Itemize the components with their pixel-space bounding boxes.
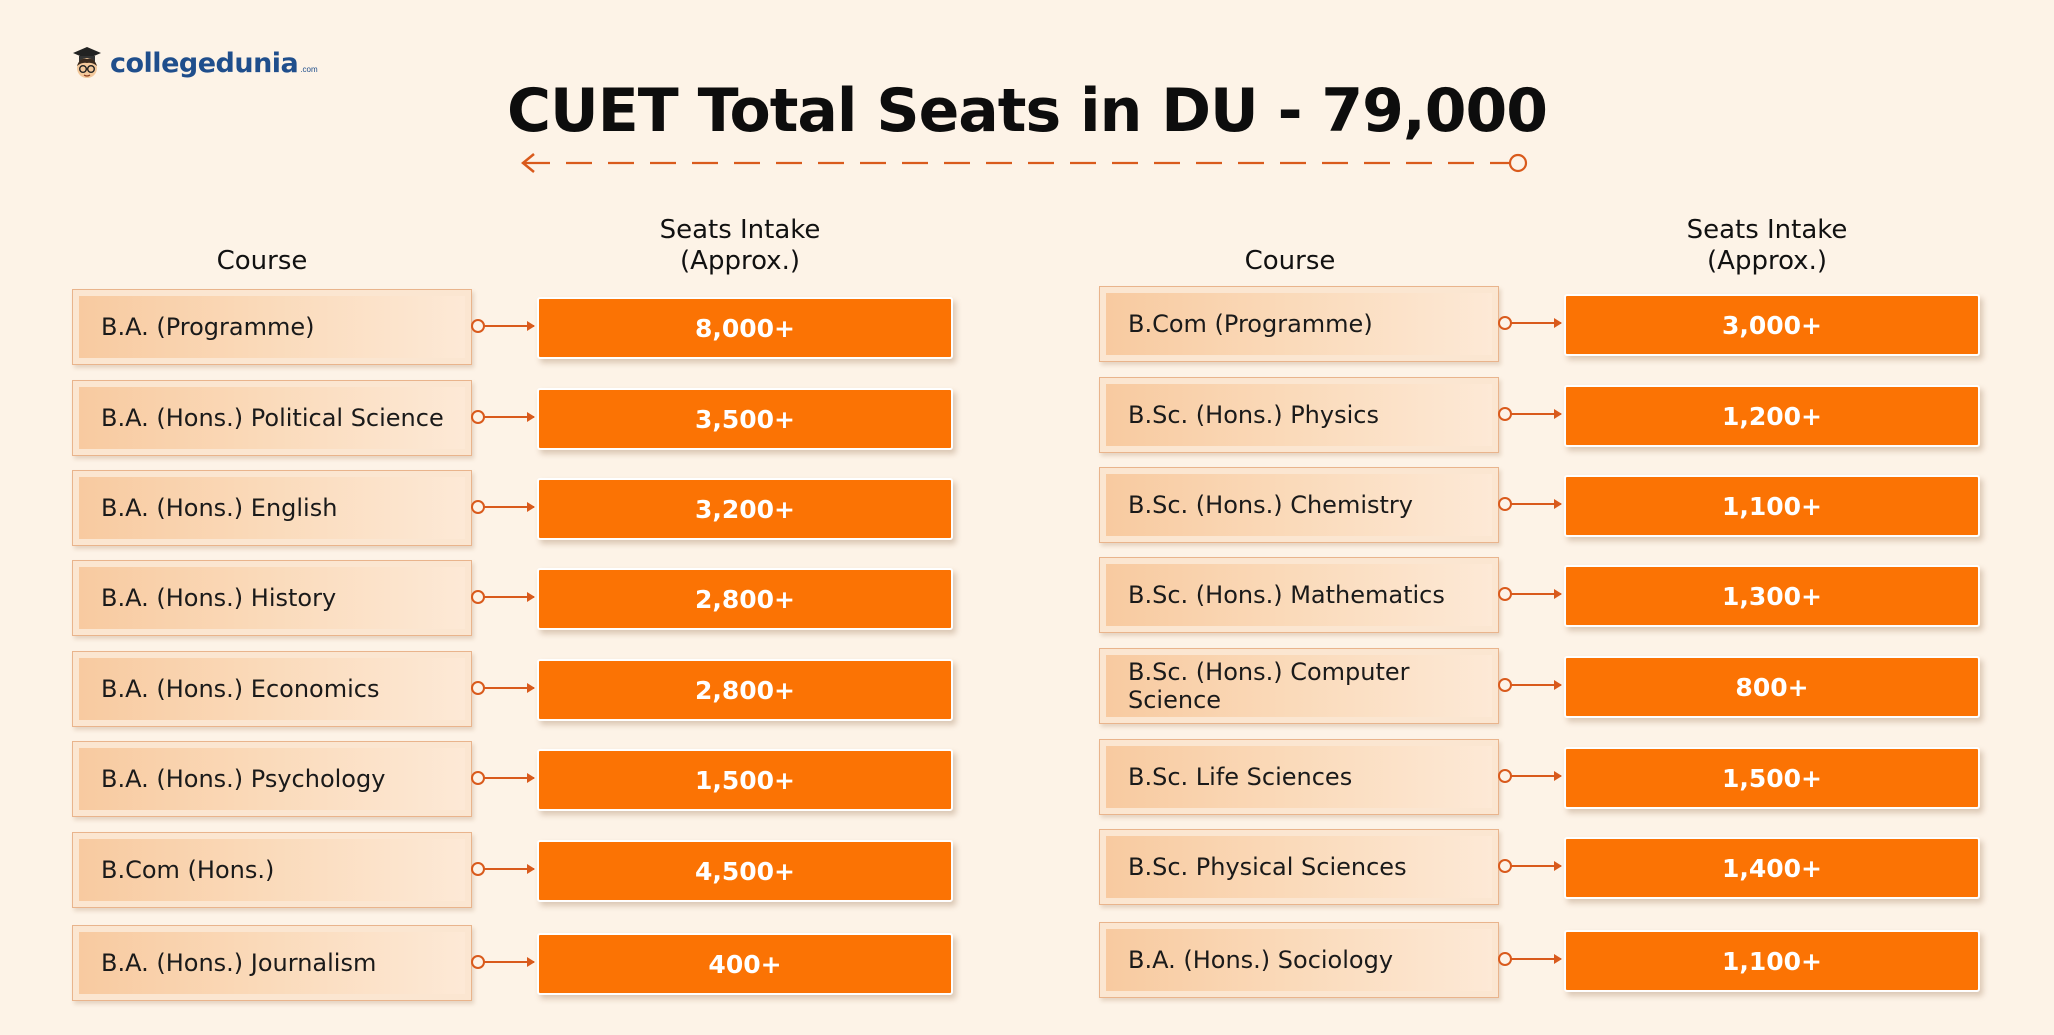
seats-value: 3,200+ xyxy=(537,478,953,540)
course-cell: B.Com (Hons.) xyxy=(72,832,472,908)
seats-value: 3,500+ xyxy=(537,388,953,450)
page-title: CUET Total Seats in DU - 79,000 xyxy=(507,76,1548,146)
arrow-connector-icon xyxy=(471,681,535,695)
arrow-connector-icon xyxy=(1498,587,1562,601)
right-seats-header: Seats Intake (Approx.) xyxy=(1567,215,1967,277)
arrow-connector-icon xyxy=(471,771,535,785)
course-label: B.Sc. (Hons.) Physics xyxy=(1106,384,1492,446)
course-label: B.Com (Hons.) xyxy=(79,839,465,901)
seats-value: 1,400+ xyxy=(1564,837,1980,899)
seats-value: 1,300+ xyxy=(1564,565,1980,627)
seats-value: 3,000+ xyxy=(1564,294,1980,356)
course-header-label: Course xyxy=(1244,246,1336,276)
seats-value: 1,100+ xyxy=(1564,930,1980,992)
course-cell: B.A. (Programme) xyxy=(72,289,472,365)
course-cell: B.A. (Hons.) Journalism xyxy=(72,925,472,1001)
seats-value: 1,500+ xyxy=(1564,747,1980,809)
arrow-connector-icon xyxy=(471,410,535,424)
course-label: B.A. (Hons.) History xyxy=(79,567,465,629)
course-label: B.A. (Hons.) Psychology xyxy=(79,748,465,810)
brand-suffix: .com xyxy=(300,65,318,74)
course-cell: B.Sc. Life Sciences xyxy=(1099,739,1499,815)
seats-value: 800+ xyxy=(1564,656,1980,718)
course-label: B.A. (Programme) xyxy=(79,296,465,358)
arrow-connector-icon xyxy=(471,500,535,514)
arrow-connector-icon xyxy=(1498,769,1562,783)
course-header-label: Course xyxy=(216,246,308,276)
course-label: B.Sc. (Hons.) Chemistry xyxy=(1106,474,1492,536)
seats-value: 1,500+ xyxy=(537,749,953,811)
course-cell: B.Com (Programme) xyxy=(1099,286,1499,362)
course-cell: B.Sc. (Hons.) Computer Science xyxy=(1099,648,1499,724)
arrow-connector-icon xyxy=(471,590,535,604)
course-cell: B.Sc. (Hons.) Chemistry xyxy=(1099,467,1499,543)
left-course-header: Course xyxy=(72,246,452,277)
arrow-connector-icon xyxy=(1498,407,1562,421)
arrow-connector-icon xyxy=(1498,316,1562,330)
course-label: B.Sc. Physical Sciences xyxy=(1106,836,1492,898)
course-label: B.A. (Hons.) Sociology xyxy=(1106,929,1492,991)
title-divider xyxy=(521,153,1528,173)
course-label: B.Sc. (Hons.) Computer Science xyxy=(1106,655,1492,717)
course-label: B.Com (Programme) xyxy=(1106,293,1492,355)
seats-value: 8,000+ xyxy=(537,297,953,359)
course-cell: B.A. (Hons.) Psychology xyxy=(72,741,472,817)
course-label: B.A. (Hons.) Political Science xyxy=(79,387,465,449)
seats-value: 4,500+ xyxy=(537,840,953,902)
arrow-connector-icon xyxy=(1498,952,1562,966)
seats-value: 2,800+ xyxy=(537,659,953,721)
student-mascot-icon xyxy=(73,47,101,78)
arrow-connector-icon xyxy=(471,955,535,969)
left-seats-header: Seats Intake (Approx.) xyxy=(540,215,940,277)
course-cell: B.A. (Hons.) Political Science xyxy=(72,380,472,456)
course-label: B.Sc. (Hons.) Mathematics xyxy=(1106,564,1492,626)
arrow-connector-icon xyxy=(1498,497,1562,511)
course-cell: B.A. (Hons.) English xyxy=(72,470,472,546)
arrow-connector-icon xyxy=(1498,678,1562,692)
course-label: B.A. (Hons.) Journalism xyxy=(79,932,465,994)
course-cell: B.Sc. (Hons.) Mathematics xyxy=(1099,557,1499,633)
right-course-header: Course xyxy=(1100,246,1480,277)
seats-value: 2,800+ xyxy=(537,568,953,630)
course-cell: B.A. (Hons.) Economics xyxy=(72,651,472,727)
seats-value: 1,200+ xyxy=(1564,385,1980,447)
seats-header-line2: (Approx.) xyxy=(1707,246,1827,276)
brand-logo[interactable]: collegedunia .com xyxy=(70,44,318,82)
seats-header-line1: Seats Intake xyxy=(659,215,821,245)
course-label: B.Sc. Life Sciences xyxy=(1106,746,1492,808)
arrow-connector-icon xyxy=(471,319,535,333)
brand-name: collegedunia xyxy=(110,47,299,79)
seats-value: 1,100+ xyxy=(1564,475,1980,537)
arrow-connector-icon xyxy=(1498,859,1562,873)
course-label: B.A. (Hons.) Economics xyxy=(79,658,465,720)
seats-value: 400+ xyxy=(537,933,953,995)
course-cell: B.A. (Hons.) History xyxy=(72,560,472,636)
arrow-connector-icon xyxy=(471,862,535,876)
course-cell: B.Sc. Physical Sciences xyxy=(1099,829,1499,905)
course-cell: B.Sc. (Hons.) Physics xyxy=(1099,377,1499,453)
course-cell: B.A. (Hons.) Sociology xyxy=(1099,922,1499,998)
course-label: B.A. (Hons.) English xyxy=(79,477,465,539)
seats-header-line2: (Approx.) xyxy=(680,246,800,276)
seats-header-line1: Seats Intake xyxy=(1686,215,1848,245)
